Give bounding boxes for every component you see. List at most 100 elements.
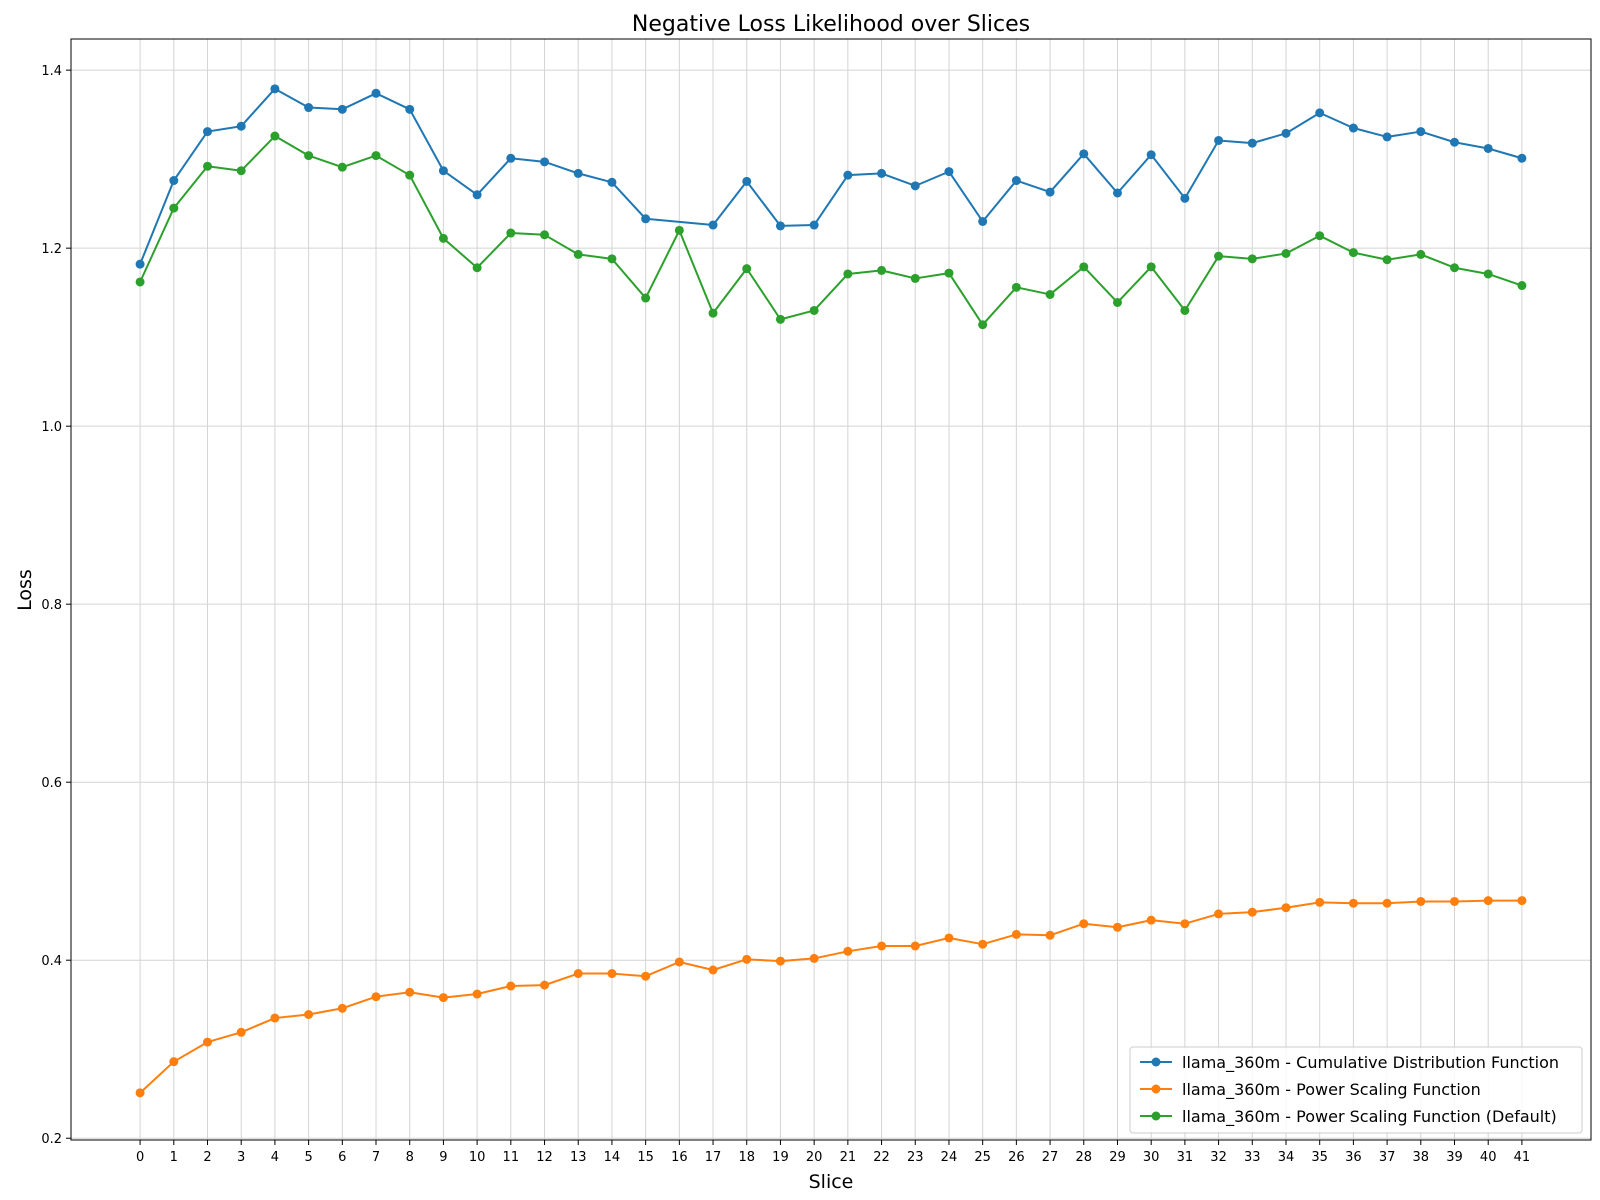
series-power-default — [135, 131, 1527, 330]
x-tick-label: 20 — [806, 1150, 823, 1165]
x-tick-label: 35 — [1311, 1150, 1328, 1165]
data-point — [1112, 922, 1122, 932]
legend-label-power-default: llama_360m - Power Scaling Function (Def… — [1182, 1107, 1557, 1127]
data-point — [1517, 281, 1527, 291]
data-point — [607, 177, 617, 187]
data-point — [135, 259, 145, 269]
data-point — [978, 939, 988, 949]
data-point — [910, 273, 920, 283]
data-point — [1247, 254, 1257, 264]
data-point — [775, 956, 785, 966]
data-point — [708, 308, 718, 318]
plot-frame — [70, 38, 1592, 1141]
data-point — [202, 127, 212, 137]
chart-title: Negative Loss Likelihood over Slices — [632, 12, 1030, 37]
series-cdf — [135, 84, 1527, 269]
data-point — [1315, 231, 1325, 241]
data-point — [809, 305, 819, 315]
data-point — [1281, 903, 1291, 913]
x-tick-label: 21 — [840, 1150, 857, 1165]
data-point — [1079, 149, 1089, 159]
x-tick-label: 13 — [570, 1150, 587, 1165]
data-point — [742, 176, 752, 186]
data-point — [1011, 176, 1021, 186]
data-point — [809, 220, 819, 230]
legend: llama_360m - Cumulative Distribution Fun… — [1129, 1046, 1583, 1134]
data-point — [978, 320, 988, 330]
data-point — [337, 104, 347, 114]
x-axis-label: Slice — [809, 1171, 854, 1193]
series-line-power-default — [139, 135, 1523, 326]
data-point — [1416, 249, 1426, 259]
data-point — [169, 176, 179, 186]
x-tick-label: 28 — [1075, 1150, 1092, 1165]
data-point — [405, 170, 415, 180]
y-tick-label: 0.2 — [41, 1132, 62, 1147]
data-point — [573, 249, 583, 259]
data-point — [1483, 896, 1493, 906]
data-point — [1348, 898, 1358, 908]
grid — [71, 39, 1591, 1140]
x-tick-label: 33 — [1244, 1150, 1261, 1165]
x-tick-label: 27 — [1042, 1150, 1059, 1165]
x-tick-label: 26 — [1008, 1150, 1025, 1165]
data-point — [1315, 108, 1325, 118]
data-point — [708, 965, 718, 975]
legend-label-power: llama_360m - Power Scaling Function — [1182, 1080, 1481, 1100]
data-point — [169, 1057, 179, 1067]
data-point — [438, 166, 448, 176]
legend-marker-power — [1151, 1084, 1161, 1094]
data-point — [1517, 153, 1527, 163]
data-point — [202, 1037, 212, 1047]
data-point — [270, 1013, 280, 1023]
data-point — [641, 214, 651, 224]
data-point — [607, 969, 617, 979]
legend-entry-power-default: llama_360m - Power Scaling Function (Def… — [1140, 1107, 1557, 1127]
x-tick-label: 24 — [941, 1150, 958, 1165]
data-point — [1450, 896, 1460, 906]
data-point — [1045, 289, 1055, 299]
legend-box — [1129, 1046, 1583, 1134]
data-point — [506, 153, 516, 163]
data-point — [843, 269, 853, 279]
data-point — [641, 971, 651, 981]
data-point — [1450, 137, 1460, 147]
x-tick-label: 22 — [873, 1150, 890, 1165]
data-point — [438, 233, 448, 243]
data-point — [438, 993, 448, 1003]
y-tick-label: 1.2 — [41, 242, 62, 257]
y-tick-label: 0.6 — [41, 776, 62, 791]
data-point — [1382, 132, 1392, 142]
data-point — [1146, 915, 1156, 925]
y-tick-label: 1.0 — [41, 420, 62, 435]
x-tick-label: 36 — [1345, 1150, 1362, 1165]
data-point — [270, 131, 280, 141]
x-tick-label: 4 — [271, 1150, 279, 1165]
data-point — [1247, 907, 1257, 917]
data-point — [1517, 896, 1527, 906]
data-point — [371, 151, 381, 161]
x-tick-label: 31 — [1177, 1150, 1194, 1165]
data-point — [944, 933, 954, 943]
x-tick-label: 37 — [1379, 1150, 1396, 1165]
data-point — [405, 987, 415, 997]
x-tick-label: 10 — [469, 1150, 486, 1165]
data-point — [1180, 193, 1190, 203]
x-tick-label: 15 — [637, 1150, 654, 1165]
data-point — [1214, 909, 1224, 919]
data-point — [1416, 896, 1426, 906]
x-tick-label: 39 — [1446, 1150, 1463, 1165]
data-point — [809, 953, 819, 963]
data-point — [270, 84, 280, 94]
data-point — [1315, 897, 1325, 907]
data-point — [607, 254, 617, 264]
data-point — [1450, 263, 1460, 273]
ticks: 0 1 2 3 4 5 6 7 8 9 10 11 12 13 14 15 16 17 18 19 20 21 22 23 24… — [41, 64, 1530, 1165]
data-point — [1011, 929, 1021, 939]
data-point — [1045, 187, 1055, 197]
x-tick-label: 40 — [1480, 1150, 1497, 1165]
data-point — [304, 1010, 314, 1020]
data-point — [337, 1003, 347, 1013]
